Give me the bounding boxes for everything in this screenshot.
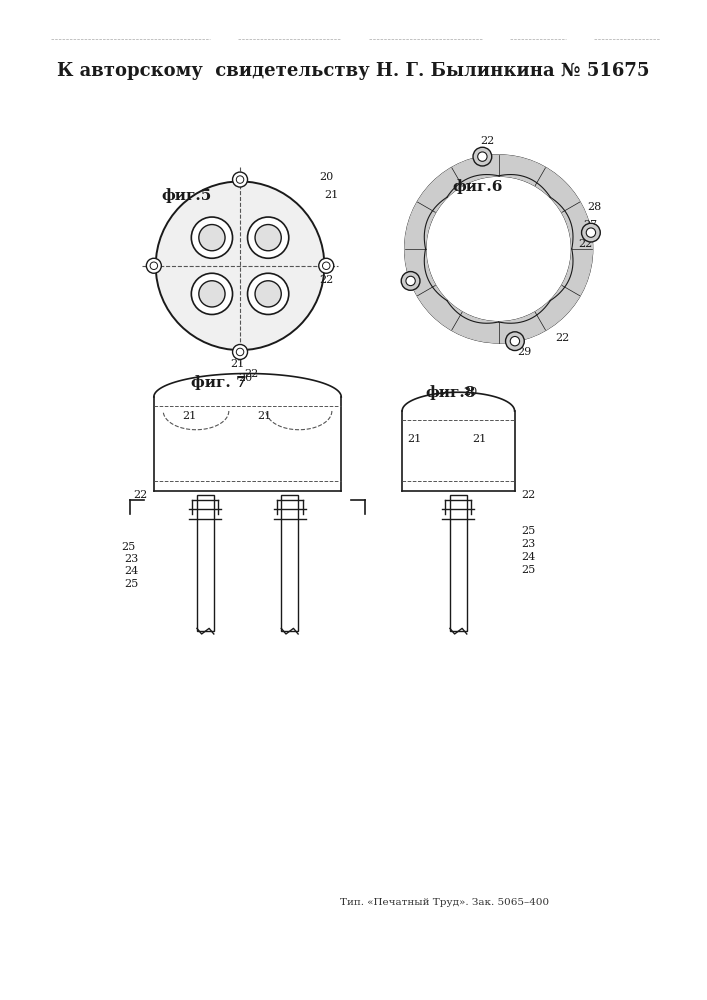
- Circle shape: [255, 281, 281, 307]
- Circle shape: [473, 147, 492, 166]
- Text: 22: 22: [320, 275, 334, 285]
- Text: 22: 22: [245, 369, 259, 379]
- Text: 25: 25: [124, 579, 138, 589]
- Text: К авторскому  свидетельству Н. Г. Былинкина № 51675: К авторскому свидетельству Н. Г. Былинки…: [57, 62, 650, 80]
- Circle shape: [192, 273, 233, 314]
- Circle shape: [402, 272, 420, 290]
- Text: 21: 21: [472, 434, 486, 444]
- Circle shape: [582, 223, 600, 242]
- Circle shape: [150, 262, 158, 270]
- Text: фиг.6: фиг.6: [452, 179, 503, 194]
- Text: 21: 21: [325, 190, 339, 200]
- Circle shape: [478, 152, 487, 161]
- Text: 24: 24: [124, 566, 138, 576]
- Text: 22: 22: [480, 136, 494, 146]
- Circle shape: [236, 348, 244, 356]
- Text: 22: 22: [555, 333, 569, 343]
- Text: 21: 21: [230, 359, 245, 369]
- Text: 23: 23: [521, 539, 535, 549]
- Text: 25: 25: [521, 565, 535, 575]
- Text: 22: 22: [133, 490, 148, 500]
- Text: 20: 20: [320, 172, 334, 182]
- Circle shape: [319, 258, 334, 273]
- Circle shape: [255, 225, 281, 251]
- Text: 25: 25: [121, 542, 135, 552]
- Text: 22: 22: [578, 239, 592, 249]
- Bar: [450, 495, 467, 631]
- Circle shape: [247, 217, 288, 258]
- Circle shape: [192, 217, 233, 258]
- Circle shape: [233, 344, 247, 359]
- Text: 29: 29: [518, 347, 532, 357]
- Text: Тип. «Печатный Труд». Зак. 5065–400: Тип. «Печатный Труд». Зак. 5065–400: [340, 898, 549, 907]
- Text: 28: 28: [588, 202, 602, 212]
- Bar: [197, 495, 214, 631]
- Text: 23: 23: [124, 554, 138, 564]
- Circle shape: [406, 276, 415, 286]
- Circle shape: [156, 181, 325, 350]
- Circle shape: [586, 228, 595, 237]
- Text: фиг. 7: фиг. 7: [192, 375, 247, 390]
- Text: 21: 21: [182, 411, 197, 421]
- Circle shape: [510, 336, 520, 346]
- Circle shape: [199, 281, 225, 307]
- Circle shape: [506, 332, 525, 351]
- Circle shape: [233, 172, 247, 187]
- Text: 21: 21: [407, 434, 421, 444]
- Circle shape: [322, 262, 330, 270]
- Text: фиг.8: фиг.8: [426, 385, 476, 400]
- Text: 21: 21: [257, 411, 271, 421]
- Circle shape: [247, 273, 288, 314]
- Circle shape: [146, 258, 161, 273]
- Text: 22: 22: [521, 490, 535, 500]
- Text: 24: 24: [521, 552, 535, 562]
- Text: фиг.5: фиг.5: [161, 188, 211, 203]
- Circle shape: [236, 176, 244, 183]
- Text: 27: 27: [583, 220, 597, 230]
- Text: 20: 20: [238, 373, 252, 383]
- Text: 25: 25: [521, 526, 535, 536]
- Bar: [281, 495, 298, 631]
- Circle shape: [199, 225, 225, 251]
- Text: 20: 20: [463, 387, 477, 397]
